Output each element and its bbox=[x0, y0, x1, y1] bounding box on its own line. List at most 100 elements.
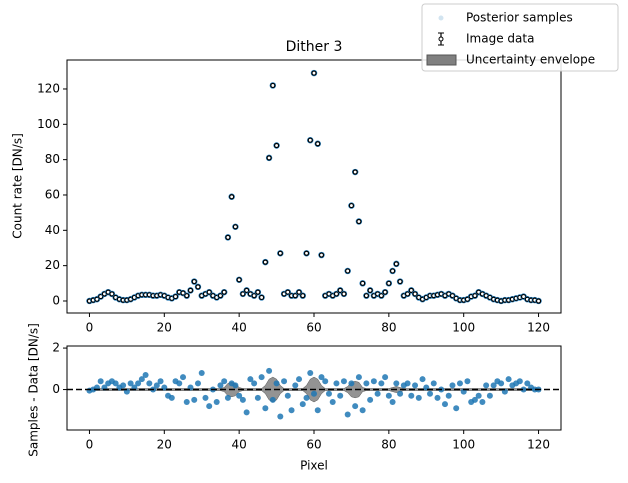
residual-sample bbox=[281, 378, 288, 385]
residual-sample bbox=[449, 382, 456, 389]
data-point bbox=[404, 291, 411, 297]
residual-sample bbox=[325, 390, 332, 397]
residual-sample bbox=[206, 403, 213, 410]
residual-sample bbox=[314, 407, 321, 414]
y-tick-label: 0 bbox=[52, 293, 60, 307]
residual-sample bbox=[475, 392, 482, 399]
legend-label: Uncertainty envelope bbox=[466, 53, 595, 67]
residual-sample bbox=[292, 382, 299, 389]
residual-sample bbox=[239, 396, 246, 403]
data-point bbox=[255, 289, 261, 295]
residual-sample bbox=[427, 390, 434, 397]
data-point bbox=[273, 142, 280, 149]
x-tick-label: 60 bbox=[306, 438, 321, 452]
residual-sample bbox=[363, 380, 370, 387]
y-axis-label: Count rate [DN/s] bbox=[11, 133, 25, 239]
data-point bbox=[206, 289, 212, 295]
legend-label: Image data bbox=[466, 32, 534, 46]
data-point bbox=[266, 155, 272, 161]
residual-sample bbox=[303, 394, 310, 401]
residual-sample bbox=[284, 392, 291, 399]
residual-sample bbox=[464, 378, 471, 385]
data-point bbox=[240, 291, 246, 297]
axes-frame bbox=[66, 345, 562, 431]
axes-frame bbox=[66, 59, 562, 314]
residual-sample bbox=[157, 378, 164, 385]
data-point bbox=[315, 141, 321, 147]
x-tick-label: 100 bbox=[452, 438, 475, 452]
residual-sample bbox=[404, 380, 411, 387]
x-tick-label: 20 bbox=[157, 438, 172, 452]
data-point bbox=[535, 298, 542, 304]
residual-sample bbox=[483, 382, 490, 389]
residual-sample bbox=[490, 382, 497, 389]
x-tick-label: 80 bbox=[381, 438, 396, 452]
data-point bbox=[217, 293, 224, 299]
data-point bbox=[184, 293, 190, 299]
residual-sample bbox=[135, 380, 142, 387]
residual-sample bbox=[378, 380, 385, 387]
y-tick-label: 80 bbox=[45, 152, 60, 166]
chart-title: Dither 3 bbox=[286, 39, 343, 55]
residual-sample bbox=[524, 380, 531, 387]
residual-sample bbox=[236, 392, 243, 399]
residual-sample bbox=[254, 394, 261, 401]
data-point bbox=[341, 291, 347, 297]
residual-sample bbox=[168, 394, 175, 401]
residual-sample bbox=[337, 392, 344, 399]
residual-sample bbox=[273, 380, 280, 387]
legend: Posterior samples Image data Uncertainty e… bbox=[421, 3, 619, 72]
y-tick-label: 2 bbox=[52, 341, 60, 355]
residual-sample bbox=[307, 369, 314, 376]
residual-sample bbox=[382, 374, 389, 381]
residual-sample bbox=[299, 401, 306, 408]
residual-sample bbox=[153, 382, 160, 389]
residual-sample bbox=[288, 407, 295, 414]
data-point bbox=[259, 294, 265, 301]
data-point bbox=[337, 287, 343, 293]
residual-sample bbox=[367, 396, 374, 403]
residual-sample bbox=[322, 378, 329, 385]
residual-sample bbox=[251, 380, 258, 387]
residual-sample bbox=[262, 405, 269, 412]
y-tick-label: 100 bbox=[37, 117, 60, 131]
data-point bbox=[109, 291, 115, 297]
legend-box bbox=[421, 3, 619, 72]
x-tick-label: 40 bbox=[232, 438, 247, 452]
y-tick-label: 20 bbox=[45, 258, 60, 272]
residual-sample bbox=[146, 380, 153, 387]
data-point bbox=[307, 137, 313, 143]
residual-sample bbox=[221, 378, 228, 385]
residual-sample bbox=[385, 392, 392, 399]
y-tick-label: 120 bbox=[37, 81, 60, 95]
residual-sample bbox=[213, 399, 220, 405]
residual-sample bbox=[344, 411, 351, 418]
legend-label: Posterior samples bbox=[466, 11, 573, 25]
residual-sample bbox=[243, 409, 250, 416]
data-point bbox=[232, 224, 239, 230]
residual-sample bbox=[348, 380, 355, 387]
data-point bbox=[236, 277, 242, 283]
residual-sample bbox=[520, 386, 527, 393]
residual-sample bbox=[352, 403, 359, 410]
residual-sample bbox=[430, 380, 437, 387]
data-point bbox=[187, 287, 194, 293]
residual-sample bbox=[97, 378, 104, 385]
data-point bbox=[225, 234, 231, 240]
legend-marker bbox=[438, 15, 444, 21]
residual-sample bbox=[419, 376, 426, 383]
x-tick-label: 20 bbox=[157, 321, 172, 335]
data-point bbox=[270, 82, 276, 89]
residual-sample bbox=[277, 413, 284, 420]
data-point bbox=[412, 291, 418, 297]
residual-sample bbox=[258, 374, 265, 381]
residual-sample bbox=[486, 392, 493, 399]
residual-sample bbox=[198, 369, 205, 376]
legend-marker bbox=[438, 36, 444, 42]
data-point bbox=[229, 194, 235, 200]
x-tick-label: 60 bbox=[306, 321, 321, 335]
residual-sample bbox=[194, 380, 201, 387]
x-tick-label: 80 bbox=[381, 321, 396, 335]
residual-sample bbox=[333, 380, 340, 387]
